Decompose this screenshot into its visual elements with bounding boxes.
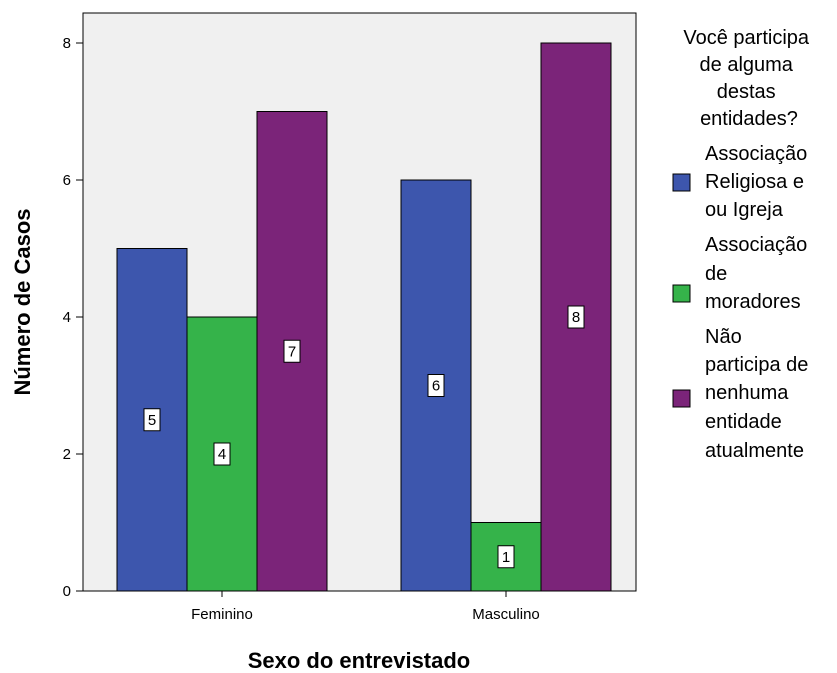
data-label: 4: [218, 446, 226, 463]
x-axis-ticks: Feminino Masculino: [191, 591, 540, 623]
legend: Você participa de alguma destas entidade…: [672, 27, 814, 462]
legend-title-line-1: Você participa: [683, 27, 810, 49]
bars-group: 5 4 7 6 1 8: [116, 42, 612, 592]
legend-label-nao-participa: Não participa de nenhuma entidade atualm…: [705, 326, 814, 462]
legend-title: Você participa de alguma destas entidade…: [683, 27, 814, 130]
legend-title-line-4: entidades?: [700, 108, 798, 130]
y-tick-label: 6: [63, 172, 71, 189]
legend-swatch-religiosa: [672, 173, 691, 192]
data-label: 6: [432, 378, 440, 395]
y-axis-ticks: 0 2 4 6 8: [63, 35, 83, 600]
legend-title-line-2: de alguma: [700, 54, 794, 76]
legend-label-religiosa: Associação Religiosa e ou Igreja: [705, 143, 813, 221]
data-label-box: [567, 305, 585, 329]
legend-label-moradores: Associação de moradores: [705, 234, 813, 313]
y-tick-label: 2: [63, 446, 71, 463]
y-tick-label: 8: [63, 35, 71, 52]
legend-title-line-3: destas: [717, 81, 776, 103]
y-tick-label: 0: [63, 583, 71, 600]
y-tick-label: 4: [63, 309, 71, 326]
data-label-box: [427, 374, 445, 397]
data-label-box: [213, 442, 231, 466]
data-label: 8: [572, 309, 580, 326]
data-label: 7: [288, 343, 296, 360]
y-axis-title: Número de Casos: [10, 208, 35, 395]
data-label-box: [283, 339, 301, 363]
data-label: 5: [148, 412, 156, 429]
legend-swatch-moradores: [672, 284, 691, 303]
data-label-box: [497, 545, 515, 569]
data-label-box: [143, 408, 161, 432]
x-axis-title: Sexo do entrevistado: [248, 648, 471, 673]
x-tick-label: Masculino: [472, 606, 540, 623]
x-tick-label: Feminino: [191, 606, 253, 623]
legend-swatch-nao-participa: [672, 389, 691, 408]
data-label: 1: [502, 549, 510, 566]
